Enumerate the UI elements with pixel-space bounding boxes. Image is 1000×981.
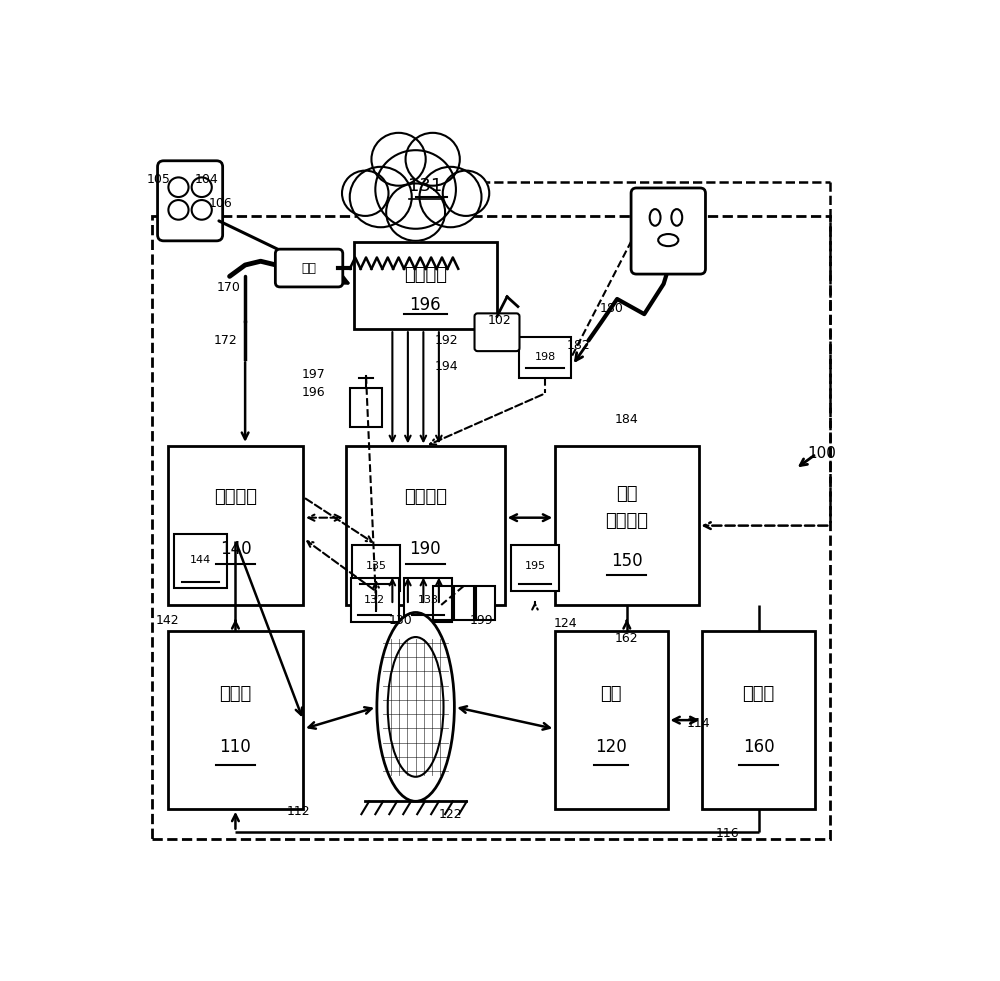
Text: 133: 133 xyxy=(418,594,439,604)
Circle shape xyxy=(406,132,460,185)
Bar xyxy=(702,632,815,809)
Text: 170: 170 xyxy=(216,282,240,294)
Text: 196: 196 xyxy=(410,296,441,314)
Circle shape xyxy=(386,183,445,241)
Text: 196: 196 xyxy=(302,387,325,399)
Bar xyxy=(354,242,497,330)
FancyBboxPatch shape xyxy=(475,313,519,351)
Ellipse shape xyxy=(650,209,661,226)
Text: 135: 135 xyxy=(366,561,387,571)
Text: 105: 105 xyxy=(147,174,171,186)
Circle shape xyxy=(375,150,456,229)
Circle shape xyxy=(192,200,212,220)
Ellipse shape xyxy=(377,612,454,801)
Text: 172: 172 xyxy=(214,335,238,347)
Bar xyxy=(555,632,668,809)
Bar xyxy=(168,632,303,809)
Text: 100: 100 xyxy=(807,446,836,461)
Text: 110: 110 xyxy=(220,738,251,755)
Text: 184: 184 xyxy=(615,413,639,427)
Text: 162: 162 xyxy=(615,633,638,645)
Bar xyxy=(433,586,452,620)
Circle shape xyxy=(420,167,482,228)
FancyBboxPatch shape xyxy=(275,249,343,286)
Circle shape xyxy=(168,200,189,220)
Bar xyxy=(350,388,382,428)
Text: 燃料: 燃料 xyxy=(301,262,316,275)
Ellipse shape xyxy=(658,234,678,246)
Bar xyxy=(511,544,559,592)
Text: 130: 130 xyxy=(388,613,412,627)
Text: 182: 182 xyxy=(567,339,590,352)
Bar xyxy=(519,336,571,379)
FancyBboxPatch shape xyxy=(631,188,705,274)
Bar xyxy=(168,446,303,605)
Text: 102: 102 xyxy=(488,314,511,327)
Text: 106: 106 xyxy=(209,197,232,210)
Text: 消息中心: 消息中心 xyxy=(404,267,447,284)
Bar xyxy=(174,534,227,589)
Text: 112: 112 xyxy=(286,804,310,817)
Text: 120: 120 xyxy=(595,738,627,755)
Text: 马达: 马达 xyxy=(601,685,622,702)
Circle shape xyxy=(443,171,489,216)
Text: 180: 180 xyxy=(599,301,623,315)
Text: 194: 194 xyxy=(435,360,459,374)
Bar xyxy=(454,586,474,620)
Text: 131: 131 xyxy=(408,177,442,194)
Circle shape xyxy=(371,132,426,185)
Circle shape xyxy=(168,178,189,197)
Text: 144: 144 xyxy=(190,554,211,565)
Bar xyxy=(476,586,495,620)
Text: 140: 140 xyxy=(220,541,251,558)
Text: 192: 192 xyxy=(435,335,459,347)
Bar xyxy=(404,579,452,622)
Text: 195: 195 xyxy=(524,561,546,571)
Text: 控制系统: 控制系统 xyxy=(404,489,447,506)
Text: 114: 114 xyxy=(687,717,710,730)
Text: 190: 190 xyxy=(410,541,441,558)
Bar xyxy=(346,446,505,605)
Text: 116: 116 xyxy=(716,827,739,841)
Bar xyxy=(152,216,830,839)
Text: 104: 104 xyxy=(195,174,218,186)
Text: 142: 142 xyxy=(156,613,180,627)
Text: 132: 132 xyxy=(364,594,385,604)
Text: 160: 160 xyxy=(743,738,774,755)
Text: 发动机: 发动机 xyxy=(219,685,252,702)
Text: 198: 198 xyxy=(534,352,556,362)
Ellipse shape xyxy=(671,209,682,226)
Ellipse shape xyxy=(388,637,444,777)
Circle shape xyxy=(350,167,412,228)
Text: 197: 197 xyxy=(302,368,325,381)
Text: 199: 199 xyxy=(470,613,494,627)
Bar xyxy=(352,544,400,592)
Text: 发电机: 发电机 xyxy=(742,685,775,702)
Circle shape xyxy=(192,178,212,197)
Text: 能量: 能量 xyxy=(616,485,638,503)
Circle shape xyxy=(342,171,388,216)
FancyBboxPatch shape xyxy=(158,161,223,241)
Text: 122: 122 xyxy=(439,807,462,821)
Text: 150: 150 xyxy=(611,551,643,570)
Bar xyxy=(351,579,399,622)
Text: 124: 124 xyxy=(554,617,577,631)
Text: 存储装置: 存储装置 xyxy=(605,512,648,530)
Text: 燃料系统: 燃料系统 xyxy=(214,489,257,506)
Bar xyxy=(555,446,698,605)
